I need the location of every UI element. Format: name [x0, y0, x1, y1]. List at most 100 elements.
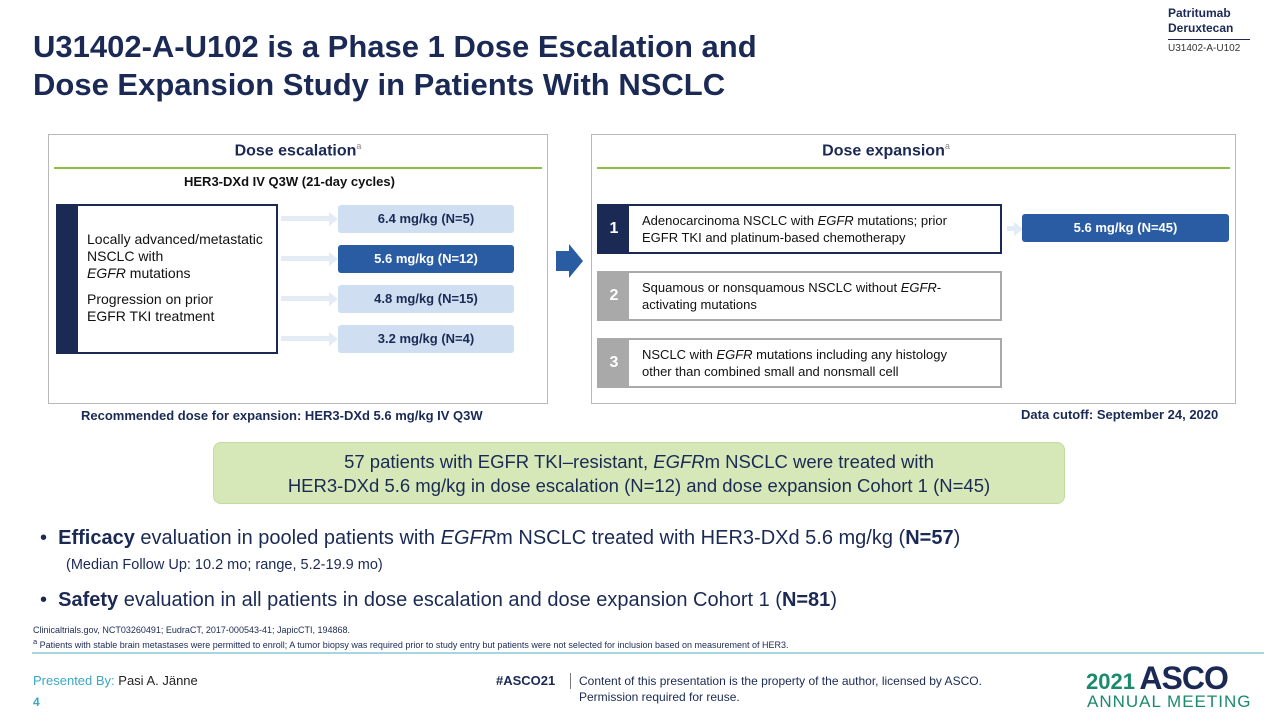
cohort-1-line-2: EGFR TKI and platinum-based chemotherapy	[642, 230, 906, 245]
hashtag: #ASCO21	[496, 673, 556, 688]
drug-label: Patritumab Deruxtecan	[1168, 6, 1252, 36]
dose-escalation-title: Dose escalationa	[48, 141, 548, 160]
dose-arrow-4-shaft	[281, 336, 330, 341]
dose-box-4-8: 4.8 mg/kg (N=15)	[338, 285, 514, 313]
data-cutoff-caption: Data cutoff: September 24, 2020	[1021, 407, 1219, 422]
callout-line-1-b: m NSCLC were treated with	[704, 451, 934, 472]
dose-escalation-superscript: a	[356, 141, 362, 151]
drug-study-code: U31402-A-U102	[1168, 43, 1241, 54]
escalation-population-box	[56, 204, 278, 354]
cohort-1-italic: EGFR	[817, 213, 854, 228]
cohort-3-a: NSCLC with	[642, 347, 717, 362]
cohort-3-number: 3	[599, 340, 629, 386]
dose-arrow-1-shaft	[281, 216, 330, 221]
bullet-dot-1: •	[40, 527, 59, 549]
dose-expansion-title: Dose expansiona	[591, 141, 1181, 160]
asco-logo: 2021 ASCO	[1086, 660, 1266, 697]
drug-name-2: Deruxtecan	[1168, 21, 1234, 35]
references: Clinicaltrials.gov, NCT03260491; EudraCT…	[33, 624, 1253, 651]
callout-line-2: HER3-DXd 5.6 mg/kg in dose escalation (N…	[287, 475, 991, 496]
cohort-1-a: Adenocarcinoma NSCLC with	[642, 213, 818, 228]
cohort-3-line-2: other than combined small and nonsmall c…	[642, 364, 899, 379]
escalation-population-text: Locally advanced/metastatic NSCLC with E…	[87, 231, 275, 325]
asco-logo-name: ASCO	[1139, 660, 1228, 696]
cohort-1-b: mutations; prior	[853, 213, 947, 228]
cohort-2-b: -	[936, 280, 942, 295]
reference-line-1: Clinicaltrials.gov, NCT03260491; EudraCT…	[33, 625, 351, 635]
bullet-efficacy: • Efficacy evaluation in pooled patients…	[40, 525, 1260, 551]
dose-arrow-2-head	[329, 252, 338, 266]
cohort-1-number: 1	[599, 206, 629, 252]
drug-name-1: Patritumab	[1168, 6, 1231, 20]
dose-expansion-title-text: Dose expansion	[822, 142, 945, 160]
bullet-efficacy-text: evaluation in pooled patients with	[134, 527, 441, 549]
bullet-efficacy-close: )	[953, 527, 961, 549]
cohort-1-dose-box: 5.6 mg/kg (N=45)	[1022, 214, 1229, 242]
reference-line-2: a Patients with stable brain metastases …	[33, 636, 1253, 651]
callout-line-1-a: 57 patients with EGFR TKI–resistant,	[344, 451, 654, 472]
dose-arrow-2-shaft	[281, 256, 330, 261]
page-number: 4	[33, 695, 40, 709]
rights-line-1: Content of this presentation is the prop…	[579, 674, 982, 688]
dose-box-3-2: 3.2 mg/kg (N=4)	[338, 325, 514, 353]
cohort-2-italic: EGFR	[900, 280, 937, 295]
dose-box-5-6: 5.6 mg/kg (N=12)	[338, 245, 514, 273]
dose-arrow-4-head	[329, 332, 338, 346]
bullet-efficacy-italic: EGFR	[440, 527, 497, 549]
slide-title-line1: U31402-A-U102 is a Phase 1 Dose Escalati…	[33, 29, 757, 64]
population-line-2: NSCLC with	[87, 248, 164, 264]
cohort-3-text: NSCLC with EGFR mutations including any …	[642, 340, 992, 386]
footnote-mark: a	[33, 637, 38, 646]
dose-expansion-superscript: a	[944, 141, 950, 151]
cohort-3-box: 3 NSCLC with EGFR mutations including an…	[597, 338, 1002, 388]
footnote-text: Patients with stable brain metastases we…	[37, 640, 789, 650]
bullet-efficacy-text2: m NSCLC treated with HER3-DXd 5.6 mg/kg …	[496, 527, 906, 549]
rights-line-2: Permission required for reuse.	[579, 690, 740, 704]
callout-line-1: 57 patients with EGFR TKI–resistant, EGF…	[214, 450, 1064, 474]
dose-escalation-divider	[54, 167, 542, 169]
patients-callout: 57 patients with EGFR TKI–resistant, EGF…	[213, 442, 1065, 504]
presented-by-label: Presented By:	[33, 673, 115, 688]
bullet-safety: • Safety evaluation in all patients in d…	[40, 587, 1260, 613]
slide-title-line2: Dose Expansion Study in Patients With NS…	[33, 67, 726, 102]
bullet-dot-2: •	[40, 589, 59, 611]
bullet-efficacy-bold: Efficacy	[58, 527, 135, 549]
cohort-2-text: Squamous or nonsquamous NSCLC without EG…	[642, 273, 992, 319]
escalation-regimen: HER3-DXd IV Q3W (21-day cycles)	[184, 174, 395, 189]
bullet-safety-text: evaluation in all patients in dose escal…	[118, 589, 782, 611]
bullet-efficacy-followup: (Median Follow Up: 10.2 mo; range, 5.2-1…	[66, 557, 383, 573]
drug-label-divider	[1168, 39, 1250, 40]
footer-separator	[570, 673, 571, 689]
presented-by: Presented By: Pasi A. Jänne	[33, 673, 198, 688]
slide-title: U31402-A-U102 is a Phase 1 Dose Escalati…	[33, 28, 1113, 104]
callout-egfr-italic: EGFR	[653, 451, 705, 472]
bullet-efficacy-n: N=57	[905, 527, 954, 549]
population-egfr-italic: EGFR	[87, 265, 126, 281]
asco-logo-subtitle: ANNUAL MEETING	[1087, 692, 1252, 711]
bullet-safety-bold: Safety	[58, 589, 119, 611]
cohort-3-line-1: NSCLC with EGFR mutations including any …	[642, 346, 992, 363]
cohort-1-line-1: Adenocarcinoma NSCLC with EGFR mutations…	[642, 212, 992, 229]
cohort-2-line-1: Squamous or nonsquamous NSCLC without EG…	[642, 279, 992, 296]
bullet-safety-n: N=81	[781, 589, 831, 611]
cohort-2-box: 2 Squamous or nonsquamous NSCLC without …	[597, 271, 1002, 321]
cohort-3-italic: EGFR	[716, 347, 753, 362]
dose-arrow-1-head	[329, 212, 338, 226]
big-arrow-head	[569, 244, 583, 278]
dose-escalation-title-text: Dose escalation	[234, 142, 357, 160]
population-line-1: Locally advanced/metastatic	[87, 231, 263, 247]
footer-divider	[32, 652, 1264, 654]
asco-logo-year: 2021	[1086, 669, 1135, 694]
cohort-3-b: mutations including any histology	[752, 347, 947, 362]
big-arrow-shaft	[556, 251, 570, 271]
presenter-name: Pasi A. Jänne	[114, 673, 198, 688]
cohort-1-arrow-head	[1014, 222, 1023, 236]
population-line-4: Progression on prior	[87, 291, 214, 307]
cohort-2-a: Squamous or nonsquamous NSCLC without	[642, 280, 901, 295]
population-line-3-rest: mutations	[125, 265, 191, 281]
dose-arrow-3-shaft	[281, 296, 330, 301]
population-line-3: EGFR mutations	[87, 265, 275, 282]
dose-expansion-divider	[597, 167, 1230, 169]
cohort-1-text: Adenocarcinoma NSCLC with EGFR mutations…	[642, 206, 992, 252]
cohort-2-line-2: activating mutations	[642, 297, 757, 312]
